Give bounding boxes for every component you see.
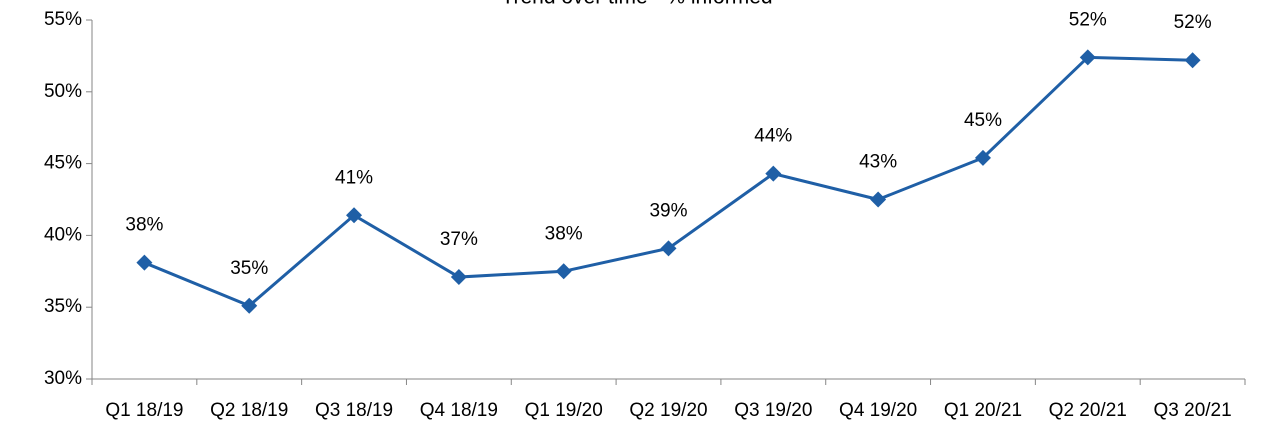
data-label: 52%: [1069, 9, 1107, 30]
marker: [555, 263, 572, 280]
x-tick-label: Q3 18/19: [315, 400, 393, 421]
marker: [1079, 49, 1096, 66]
data-label: 43%: [859, 152, 897, 173]
y-tick-label: 45%: [44, 153, 82, 174]
y-tick-label: 30%: [44, 368, 82, 389]
y-tick-label: 50%: [44, 81, 82, 102]
marker: [660, 240, 677, 257]
data-label: 38%: [125, 215, 163, 236]
x-tick-label: Q1 20/21: [944, 400, 1022, 421]
x-tick-label: Q3 19/20: [734, 400, 812, 421]
data-label: 44%: [754, 126, 792, 147]
x-tick-label: Q2 18/19: [210, 400, 288, 421]
marker: [765, 165, 782, 182]
marker: [136, 254, 153, 271]
marker: [974, 149, 991, 166]
x-tick-label: Q4 18/19: [420, 400, 498, 421]
marker: [450, 269, 467, 286]
y-tick-label: 35%: [44, 296, 82, 317]
marker: [241, 297, 258, 314]
x-tick-label: Q2 20/21: [1049, 400, 1127, 421]
x-tick-label: Q2 19/20: [629, 400, 707, 421]
data-label: 35%: [230, 258, 268, 279]
line: [143, 55, 1193, 308]
marker: [346, 207, 363, 224]
marker: [1184, 52, 1201, 69]
data-label: 41%: [335, 167, 373, 188]
x-tick-label: Q1 19/20: [525, 400, 603, 421]
data-label: 45%: [964, 110, 1002, 131]
x-tick-label: Q4 19/20: [839, 400, 917, 421]
data-label: 37%: [440, 229, 478, 250]
data-label: 52%: [1174, 12, 1212, 33]
data-label: 39%: [649, 200, 687, 221]
x-tick-label: Q1 18/19: [105, 400, 183, 421]
y-tick-label: 55%: [44, 9, 82, 30]
y-tick-label: 40%: [44, 224, 82, 245]
marker: [870, 191, 887, 208]
chart-title: Trend over time - % informed: [501, 0, 772, 9]
x-tick-label: Q3 20/21: [1154, 400, 1232, 421]
data-label: 38%: [545, 223, 583, 244]
